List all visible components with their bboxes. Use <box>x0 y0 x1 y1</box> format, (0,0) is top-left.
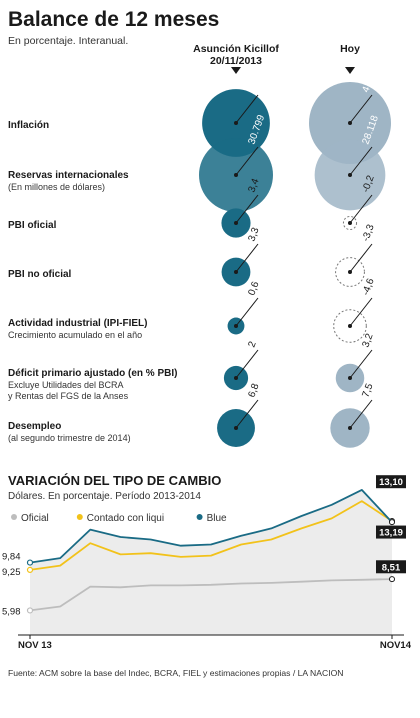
leader-line <box>235 194 259 224</box>
bubble-value-label: 3,2 <box>360 332 375 349</box>
bubble-value-label: 0,6 <box>246 280 261 297</box>
bubble-value-label: 3,3 <box>246 226 261 243</box>
series-line-contado-con-liqui <box>29 500 393 571</box>
row-sublabel: Crecimiento acumulado en el año <box>8 330 142 340</box>
end-value-label: 8,51 <box>382 562 401 573</box>
bubble-hoy <box>335 257 365 287</box>
row-label: PBI oficial <box>8 220 57 231</box>
bubble-value-label: 27,2 <box>246 72 263 94</box>
series-line-blue <box>29 489 393 564</box>
source-note: Fuente: ACM sobre la base del Indec, BCR… <box>8 668 343 678</box>
area-fill <box>30 489 392 635</box>
leader-line <box>349 146 373 176</box>
row-label: PBI no oficial <box>8 269 72 280</box>
col1-arrow-icon <box>231 67 241 74</box>
row-label: Inflación <box>8 120 49 131</box>
bubble-hoy <box>333 309 367 343</box>
chart-title: VARIACIÓN DEL TIPO DE CAMBIO <box>8 473 221 488</box>
legend-label: Oficial <box>21 513 49 524</box>
leader-line <box>349 297 373 327</box>
leader-line <box>349 194 373 224</box>
series-start-point <box>26 566 34 574</box>
bubble-value-label: 3,4 <box>246 177 261 194</box>
main-subtitle: En porcentaje. Interanual. <box>8 35 128 47</box>
col1-header: Asunción Kicillof <box>193 43 279 55</box>
leader-line <box>235 399 259 429</box>
x-start-label: NOV 13 <box>18 640 52 651</box>
series-start-point <box>26 559 34 566</box>
col1-header-date: 20/11/2013 <box>210 55 262 67</box>
start-value-label: 9,84 <box>2 552 21 563</box>
row-label: Reservas internacionales <box>8 170 129 181</box>
row-label: Desempleo <box>8 421 61 432</box>
end-value-label: 13,19 <box>379 528 403 539</box>
leader-line <box>349 94 373 124</box>
leader-line <box>349 349 373 379</box>
legend-label: Contado con liqui <box>87 513 164 524</box>
bubble-value-label: 2 <box>246 340 258 349</box>
legend-swatch <box>76 514 83 520</box>
col2-header: Hoy <box>340 43 360 55</box>
bubble-value-label: -3,3 <box>360 223 376 243</box>
col2-arrow-icon <box>345 67 355 74</box>
end-value-badge <box>376 525 406 539</box>
legend-label: Blue <box>207 513 227 524</box>
bubble-value-label: 6,8 <box>246 382 261 399</box>
row-label: Actividad industrial (IPI-FIEL) <box>8 318 147 329</box>
main-title: Balance de 12 meses <box>8 8 219 31</box>
exchange-rate-chart: VARIACIÓN DEL TIPO DE CAMBIO Dólares. En… <box>2 473 412 678</box>
series-end-point <box>389 576 395 583</box>
row-sublabel: (En millones de dólares) <box>8 182 105 192</box>
bubble-value-label: -4,6 <box>360 277 376 297</box>
end-value-label: 13,10 <box>379 477 403 488</box>
end-value-badge <box>376 475 406 489</box>
leader-line <box>235 146 259 176</box>
series-start-point <box>26 607 34 614</box>
bubble-chart: Balance de 12 meses En porcentaje. Inter… <box>8 8 391 448</box>
legend-swatch <box>11 514 17 520</box>
row-sublabel: y Rentas del FGS de la Anses <box>8 391 129 401</box>
bubble-value-label: 7,5 <box>360 382 375 399</box>
leader-line <box>235 243 259 273</box>
start-value-label: 5,98 <box>2 606 21 617</box>
row-label: Déficit primario ajustado (en % PBI) <box>8 368 177 379</box>
end-value-badge <box>376 560 406 574</box>
series-end-point <box>389 519 395 526</box>
row-sublabel: Excluye Utilidades del BCRA <box>8 380 124 390</box>
leader-line <box>235 94 259 124</box>
start-value-label: 9,25 <box>2 567 21 578</box>
x-end-label: NOV14 <box>380 640 412 651</box>
leader-line <box>235 297 259 327</box>
row-sublabel: (al segundo trimestre de 2014) <box>8 433 131 443</box>
bubble-hoy <box>342 215 358 231</box>
chart-subtitle: Dólares. En porcentaje. Período 2013-201… <box>8 491 201 502</box>
leader-line <box>349 243 373 273</box>
series-line-oficial <box>29 578 393 612</box>
leader-line <box>235 349 259 379</box>
legend-swatch <box>196 514 203 520</box>
leader-line <box>349 399 373 429</box>
